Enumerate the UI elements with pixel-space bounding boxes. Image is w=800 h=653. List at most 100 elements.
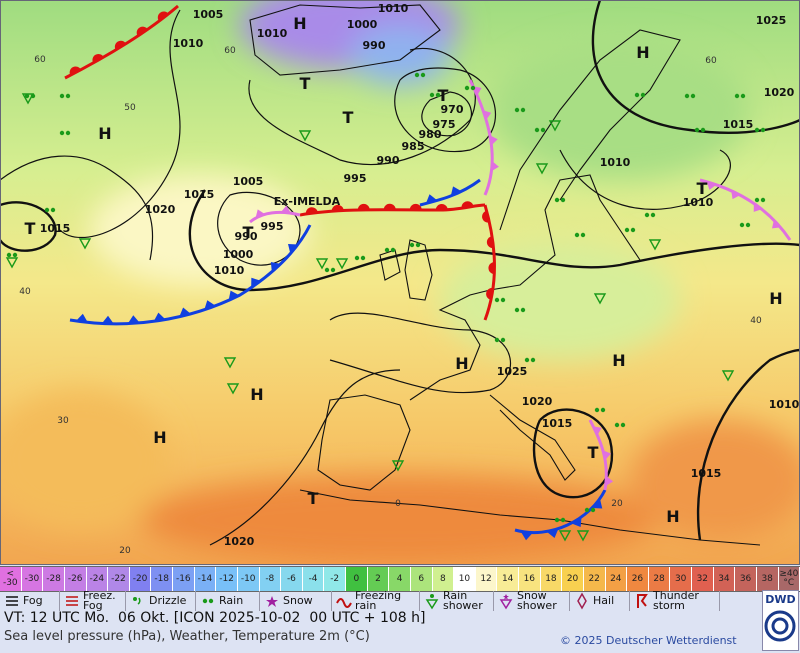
rain-dot: [745, 222, 751, 228]
cold-front-symbol: [127, 315, 140, 324]
rain-dot: [324, 267, 330, 273]
occluded-front: [249, 210, 301, 224]
rain-dot: [560, 517, 566, 523]
legend-item: Rain shower: [420, 590, 494, 611]
cold-area: [350, 25, 450, 85]
latitude-label: 60: [224, 46, 236, 56]
isobar-label: 1015: [691, 467, 722, 480]
legend-icon: [637, 594, 648, 608]
scale-cell: 2: [367, 567, 390, 591]
isobar-label: 1015: [184, 188, 215, 201]
pressure-center: T: [300, 74, 311, 93]
isobar-label: 1000: [223, 248, 254, 261]
legend-item: Freezing rain: [332, 590, 420, 611]
rain-dot: [524, 357, 530, 363]
scale-cell: -20: [129, 567, 152, 591]
legend-label: Freez. Fog: [83, 589, 116, 612]
rain-dot: [12, 252, 18, 258]
rain-dot: [740, 93, 746, 99]
rain-dot: [414, 72, 420, 78]
warm-front-symbol: [92, 54, 104, 63]
shower-symbol: [648, 239, 662, 251]
rain-dot: [494, 297, 500, 303]
scale-cell: -2: [324, 567, 346, 591]
rain-dot: [514, 107, 520, 113]
shower-symbol: [335, 258, 349, 270]
hot-area: [140, 475, 660, 565]
shower-symbol: [535, 163, 549, 175]
pressure-center: H: [153, 428, 166, 447]
temperature-field: [0, 0, 800, 565]
warm-front-symbol: [69, 66, 81, 76]
rain-dot: [50, 207, 56, 213]
scale-cell: 22: [583, 567, 606, 591]
pressure-center: H: [455, 354, 468, 373]
shower-symbol: [5, 257, 19, 269]
logo-icon: [764, 610, 796, 642]
rain-dot: [754, 197, 760, 203]
cold-front-symbol: [179, 307, 191, 317]
isobar: [591, 0, 800, 134]
isobar: [188, 189, 800, 292]
rain-dot: [59, 93, 65, 99]
coastline: [409, 174, 641, 401]
shower-symbol: [223, 357, 237, 369]
hot-area: [630, 420, 800, 540]
isobar: [559, 149, 731, 210]
cold-front-symbol: [425, 194, 438, 204]
coastline: [249, 4, 441, 76]
mild-area: [90, 175, 310, 285]
isobar-label: 990: [377, 154, 400, 167]
occluded-front-symbol: [490, 135, 498, 146]
rain-dot: [684, 93, 690, 99]
cold-front: [419, 178, 481, 207]
rain-dot: [700, 127, 706, 133]
rain-dot: [760, 197, 766, 203]
occluded-front-symbol: [483, 110, 492, 120]
rain-dot: [470, 85, 476, 91]
warm-area: [0, 390, 170, 530]
scale-cell: 34: [713, 567, 736, 591]
shower-symbol: [558, 530, 572, 542]
description: Sea level pressure (hPa), Weather, Tempe…: [4, 629, 370, 644]
rain-dot: [594, 407, 600, 413]
isobar-label: 1000: [347, 18, 378, 31]
pressure-center: T: [243, 223, 254, 242]
pressure-center: T: [308, 489, 319, 508]
weather-legend: Fog Freez. Fog Drizzle Rain Snow Freezing rai…: [0, 589, 760, 612]
scale-cell: 18: [540, 567, 563, 591]
pressure-center: H: [293, 14, 306, 33]
rain-dot: [494, 337, 500, 343]
shower-symbol: [548, 120, 562, 132]
isobar-label: 985: [402, 140, 425, 153]
isobar-label: 1010: [683, 196, 714, 209]
rain-dot: [580, 232, 586, 238]
scale-cell: -30: [21, 567, 44, 591]
occluded-front-symbol: [603, 450, 611, 461]
map-labels: 1005101010101000101099010251020101510101…: [19, 2, 799, 556]
scale-cell: 8: [432, 567, 455, 591]
isobar-label: 1015: [723, 118, 754, 131]
rain-dot: [354, 255, 360, 261]
latitude-label: 20: [611, 499, 623, 509]
legend-icon: [6, 596, 18, 606]
latitude-label: 40: [19, 287, 31, 297]
rain-dot: [574, 232, 580, 238]
rain-dot: [634, 92, 640, 98]
scale-cell: -24: [86, 567, 109, 591]
rain-dot: [734, 93, 740, 99]
legend-icon: [499, 594, 513, 610]
pressure-center: H: [612, 351, 625, 370]
coastlines: [249, 4, 761, 546]
scale-cell: 0: [346, 567, 368, 591]
scale-cell: -22: [108, 567, 130, 591]
rain-dot: [540, 127, 546, 133]
legend-item: Snow shower: [494, 590, 570, 611]
pressure-center: T: [697, 179, 708, 198]
logo: DWD: [762, 590, 799, 651]
scale-cell: -10: [237, 567, 260, 591]
cold-front-symbol: [228, 290, 240, 301]
coastline: [299, 489, 761, 546]
cold-front-symbol: [251, 277, 261, 288]
cold-front-symbol: [287, 244, 298, 254]
